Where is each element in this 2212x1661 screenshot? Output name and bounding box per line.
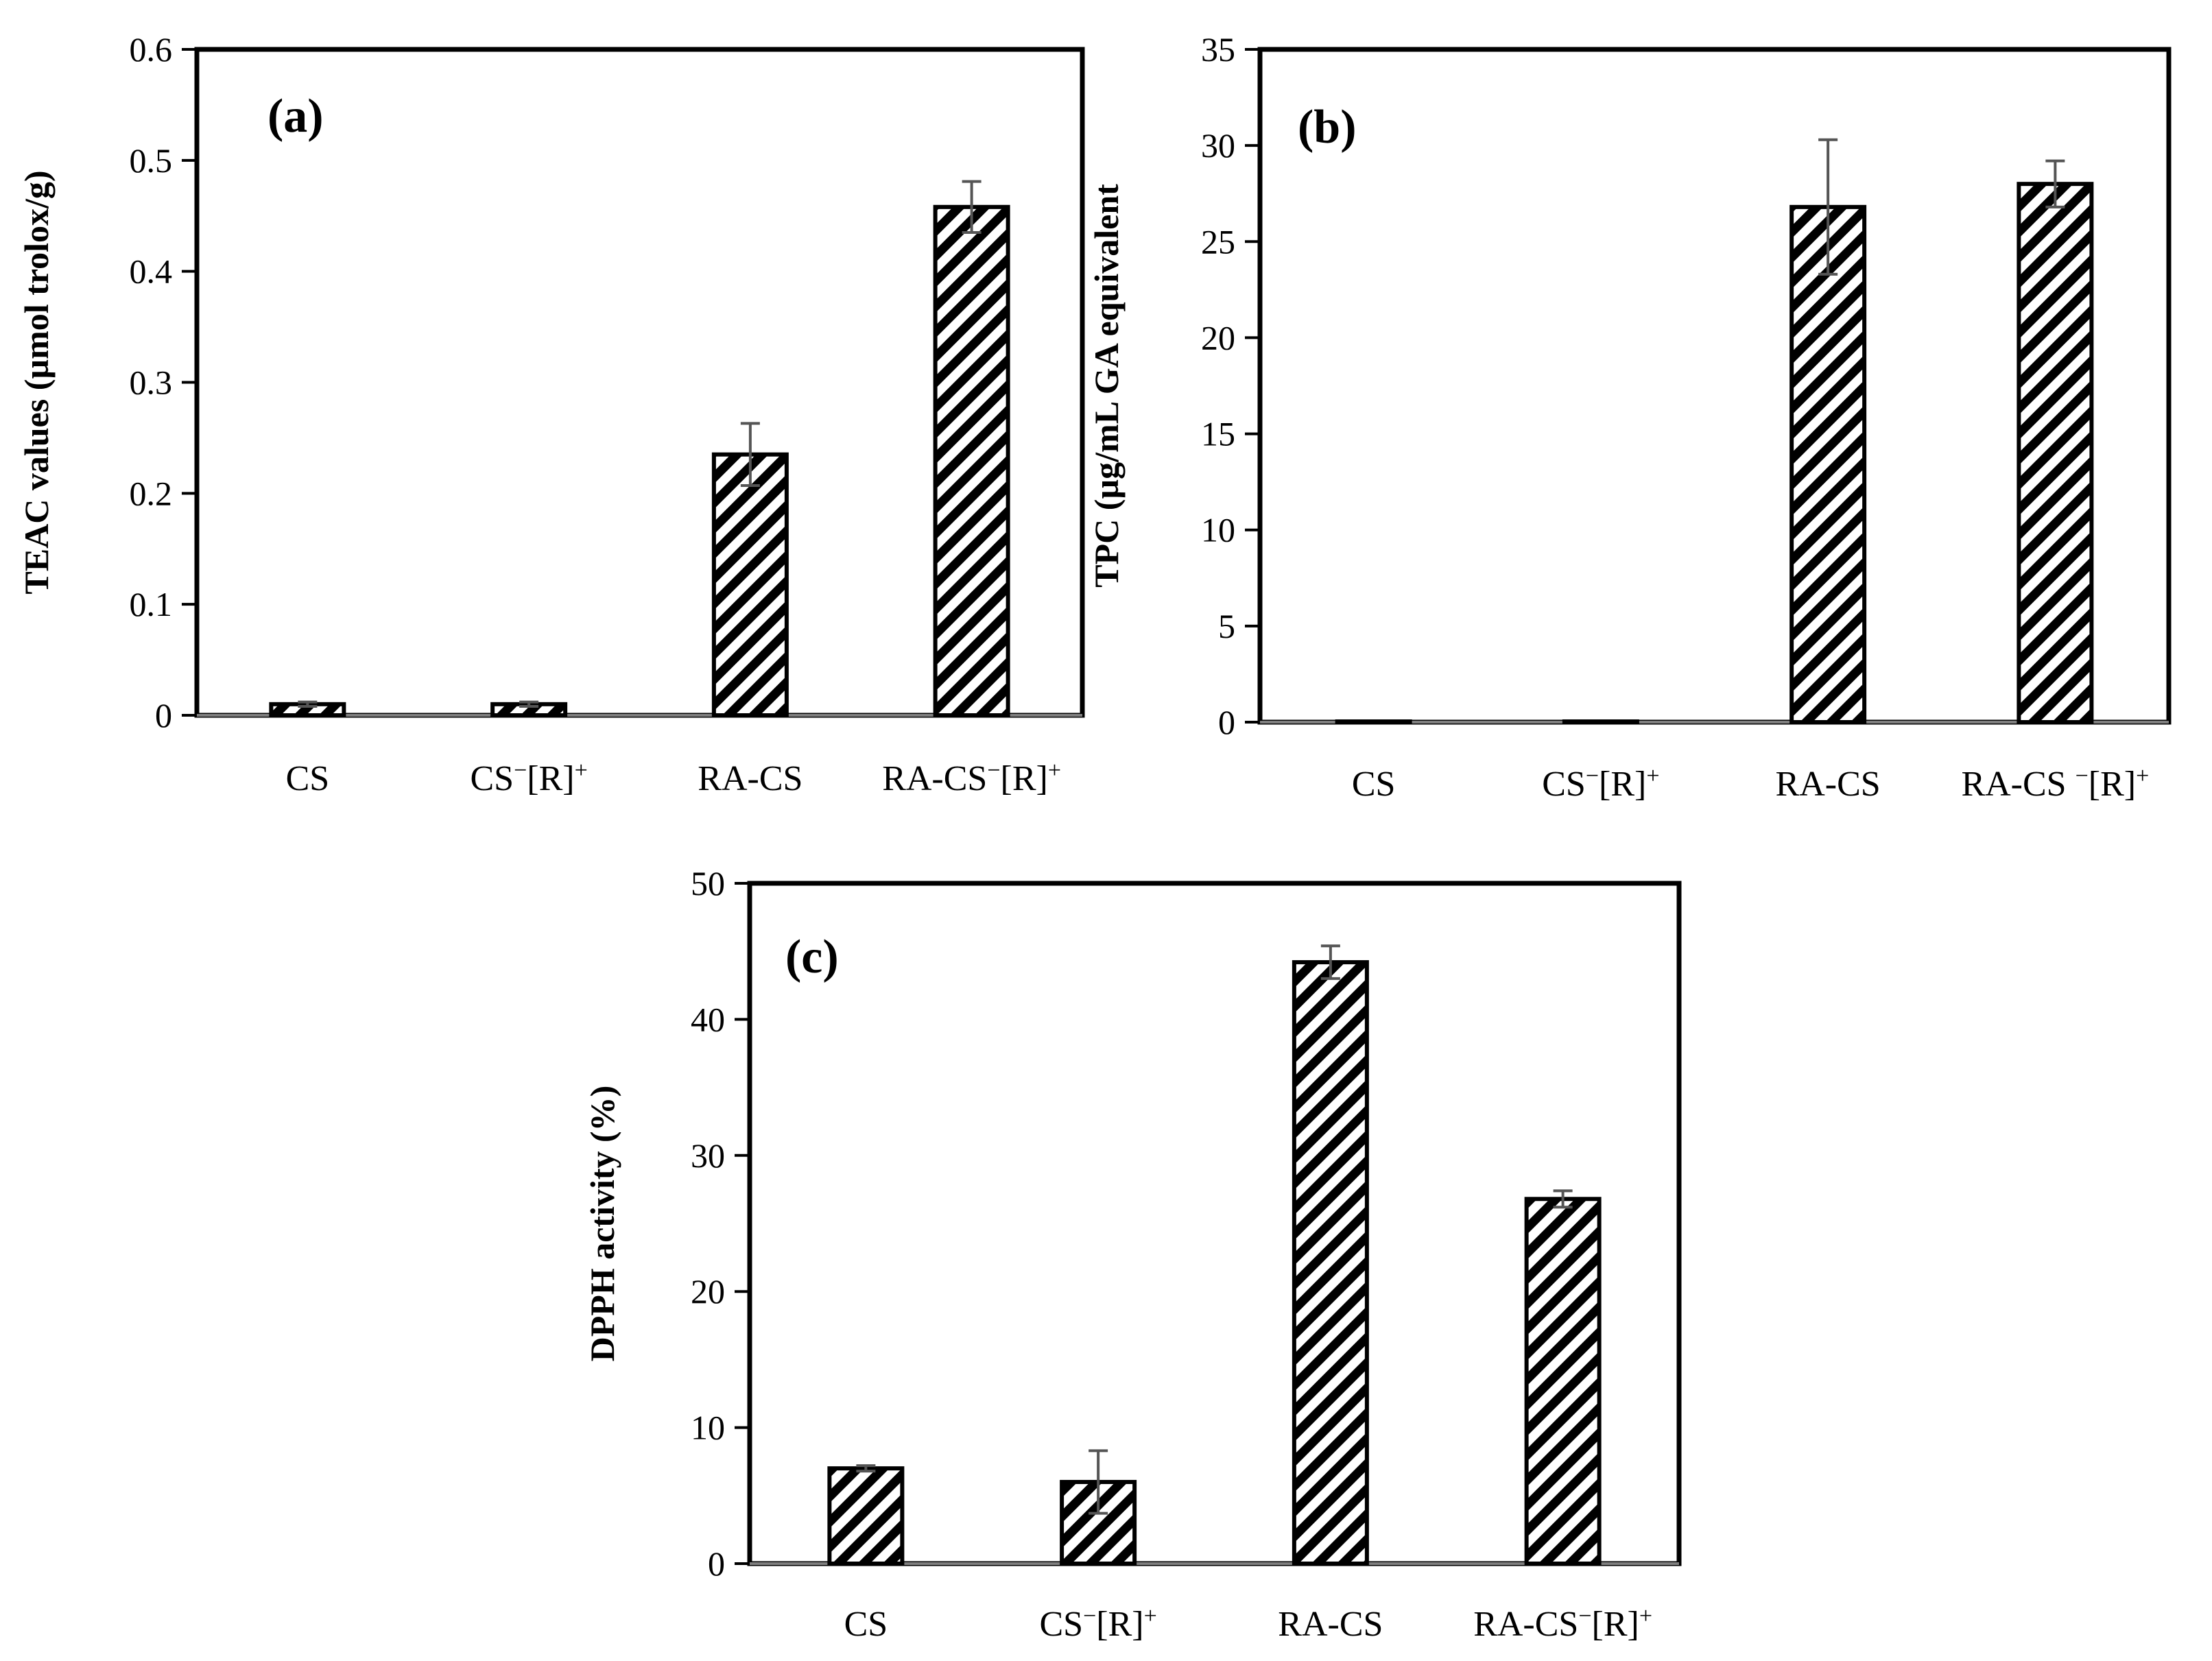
- x-category-label: RA-CS−[R]+: [1473, 1603, 1652, 1645]
- x-category-label: CS: [844, 1605, 888, 1644]
- x-category-label: RA-CS−[R]+: [882, 758, 1061, 799]
- y-tick-label: 0.5: [130, 141, 173, 180]
- y-tick-label: 20: [1201, 318, 1235, 357]
- x-category-label: CS−[R]+: [1039, 1603, 1156, 1645]
- y-tick-label: 40: [691, 1000, 725, 1038]
- category-label-sup1: −: [2076, 763, 2089, 789]
- y-tick-label: 5: [1218, 607, 1235, 645]
- bar: [1789, 204, 1867, 724]
- panel-label: (c): [785, 931, 839, 983]
- x-category-label: CS: [1352, 765, 1396, 804]
- y-tick-label: 30: [691, 1136, 725, 1175]
- x-category-label: CS: [286, 759, 330, 798]
- bar: [1292, 960, 1369, 1566]
- x-category-label: RA-CS: [698, 759, 802, 798]
- bar: [1335, 719, 1412, 724]
- category-label-sup1: −: [1586, 763, 1599, 789]
- y-tick-label: 0.1: [130, 585, 173, 623]
- y-tick-label: 10: [691, 1409, 725, 1447]
- category-label-base: RA-CS: [698, 759, 802, 798]
- category-label-sup1: −: [1083, 1603, 1096, 1629]
- category-label-base: RA-CS: [1776, 765, 1881, 804]
- y-tick-label: 0: [1218, 703, 1235, 741]
- y-axis-label: TEAC values (µmol trolox/g): [17, 170, 56, 594]
- y-tick-label: 0: [155, 696, 172, 734]
- x-category-label: RA-CS: [1278, 1605, 1383, 1644]
- y-tick-label: 20: [691, 1272, 725, 1311]
- y-tick-label: 0: [708, 1544, 725, 1583]
- y-tick-label: 25: [1201, 222, 1235, 261]
- category-label-sup2: +: [1646, 763, 1659, 789]
- y-axis-label: TPC (µg/mL GA equivalent: [1087, 184, 1126, 588]
- y-tick-label: 0.3: [130, 363, 173, 402]
- y-axis-label: DPPH activity (%): [583, 1086, 621, 1362]
- y-tick-label: 0.6: [130, 30, 173, 69]
- x-category-label: CS−[R]+: [470, 758, 587, 799]
- x-category-label: RA-CS −[R]+: [1961, 763, 2149, 804]
- category-label-sup2: +: [2136, 763, 2149, 789]
- bar: [1524, 1197, 1602, 1566]
- category-label-mid: [R]: [1592, 1605, 1639, 1644]
- y-tick-label: 10: [1201, 511, 1235, 549]
- category-label-base: CS: [1039, 1605, 1083, 1644]
- category-label-base: CS: [1352, 765, 1396, 804]
- category-label-sup1: −: [987, 758, 1000, 783]
- category-label-sup2: +: [1048, 758, 1061, 783]
- category-label-mid: [R]: [527, 759, 574, 798]
- category-label-mid: [R]: [1001, 759, 1048, 798]
- bar: [1562, 719, 1639, 724]
- x-category-label: CS−[R]+: [1542, 763, 1659, 804]
- category-label-base: RA-CS: [1473, 1605, 1578, 1644]
- category-label-base: CS: [1542, 765, 1586, 804]
- panel-label: (a): [267, 90, 324, 143]
- y-tick-label: 0.2: [130, 474, 173, 512]
- category-label-base: RA-CS: [882, 759, 987, 798]
- category-label-mid: [R]: [1599, 765, 1646, 804]
- category-label-sup2: +: [1144, 1603, 1157, 1629]
- y-tick-label: 30: [1201, 126, 1235, 165]
- x-category-label: RA-CS: [1776, 765, 1881, 804]
- y-tick-label: 35: [1201, 30, 1235, 69]
- category-label-sup1: −: [1578, 1603, 1591, 1629]
- panel-a-chart: 00.10.20.30.40.50.6CS CS−[R]+ RA-CS RA-CS−[…: [17, 30, 1085, 799]
- y-tick-label: 15: [1201, 415, 1235, 453]
- bar: [711, 452, 789, 717]
- category-label-base: RA-CS: [1961, 765, 2075, 804]
- category-label-base: CS: [844, 1605, 888, 1644]
- category-label-base: CS: [286, 759, 330, 798]
- category-label-base: CS: [470, 759, 514, 798]
- bar: [827, 1466, 905, 1566]
- panel-label: (b): [1298, 101, 1357, 154]
- category-label-mid: [R]: [1096, 1605, 1143, 1644]
- y-tick-label: 0.4: [130, 252, 173, 291]
- bar: [2017, 182, 2094, 724]
- bar: [933, 204, 1010, 717]
- category-label-base: RA-CS: [1278, 1605, 1383, 1644]
- category-label-sup1: −: [514, 758, 527, 783]
- y-tick-label: 50: [691, 864, 725, 903]
- category-label-mid: [R]: [2089, 765, 2136, 804]
- category-label-sup2: +: [1639, 1603, 1652, 1629]
- category-label-sup2: +: [575, 758, 588, 783]
